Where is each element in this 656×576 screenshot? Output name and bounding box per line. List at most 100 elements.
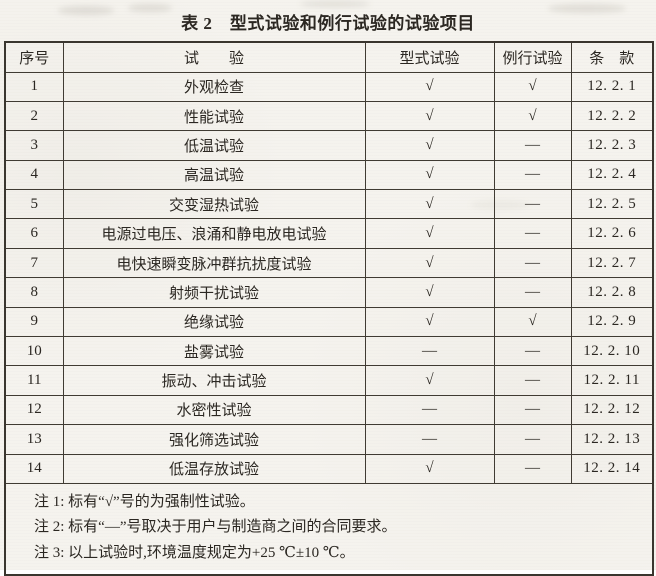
cell-no: 7 bbox=[4, 247, 64, 279]
cell-clause: 12. 2. 1 bbox=[570, 71, 654, 102]
header-routine-test: 例行试验 bbox=[493, 41, 572, 73]
cell-test: 性能试验 bbox=[62, 100, 366, 132]
table-row: 4 高温试验 √ — 12. 2. 4 bbox=[4, 159, 654, 191]
cell-test: 低温存放试验 bbox=[62, 453, 366, 484]
table-row: 10 盐雾试验 — — 12. 2. 10 bbox=[4, 336, 654, 367]
cell-type-test: √ bbox=[364, 453, 495, 484]
cell-routine-test: — bbox=[493, 394, 572, 426]
note-line: 注 3: 以上试验时,环境温度规定为+25 ℃±10 ℃。 bbox=[34, 544, 355, 561]
scan-artifact bbox=[548, 4, 626, 13]
cell-test: 射频干扰试验 bbox=[62, 277, 366, 308]
cell-routine-test: — bbox=[493, 424, 572, 455]
cell-type-test: — bbox=[364, 424, 495, 455]
cell-no: 14 bbox=[4, 453, 64, 484]
test-items-table: 序号 试 验 型式试验 例行试验 条 款 1 外观检查 √ √ 12. 2. 1… bbox=[4, 41, 654, 576]
cell-clause: 12. 2. 2 bbox=[570, 100, 654, 132]
cell-type-test: √ bbox=[364, 189, 495, 220]
table-row: 13 强化筛选试验 — — 12. 2. 13 bbox=[4, 424, 654, 455]
cell-type-test: √ bbox=[364, 71, 495, 102]
cell-routine-test: — bbox=[493, 218, 572, 249]
cell-no: 5 bbox=[4, 189, 64, 220]
cell-test: 盐雾试验 bbox=[62, 336, 366, 367]
cell-no: 10 bbox=[4, 336, 64, 367]
cell-clause: 12. 2. 14 bbox=[570, 453, 654, 484]
header-type-test: 型式试验 bbox=[364, 41, 495, 73]
table-notes: 注 1: 标有“√”号的为强制性试验。 注 2: 标有“—”号取决于用户与制造商… bbox=[4, 482, 654, 576]
cell-type-test: √ bbox=[364, 365, 495, 396]
table-row: 6 电源过电压、浪涌和静电放电试验 √ — 12. 2. 6 bbox=[4, 218, 654, 249]
cell-clause: 12. 2. 7 bbox=[570, 247, 654, 279]
cell-routine-test: — bbox=[493, 453, 572, 484]
cell-type-test: √ bbox=[364, 306, 495, 338]
cell-clause: 12. 2. 9 bbox=[570, 306, 654, 338]
cell-clause: 12. 2. 12 bbox=[570, 394, 654, 426]
cell-test: 强化筛选试验 bbox=[62, 424, 366, 455]
cell-type-test: — bbox=[364, 394, 495, 426]
cell-type-test: √ bbox=[364, 159, 495, 191]
cell-type-test: √ bbox=[364, 130, 495, 161]
table-row: 14 低温存放试验 √ — 12. 2. 14 bbox=[4, 453, 654, 484]
header-row: 序号 试 验 型式试验 例行试验 条 款 bbox=[4, 41, 654, 73]
table-row: 3 低温试验 √ — 12. 2. 3 bbox=[4, 130, 654, 161]
cell-routine-test: — bbox=[493, 277, 572, 308]
cell-no: 11 bbox=[4, 365, 64, 396]
cell-clause: 12. 2. 8 bbox=[570, 277, 654, 308]
cell-clause: 12. 2. 6 bbox=[570, 218, 654, 249]
note-line: 注 2: 标有“—”号取决于用户与制造商之间的合同要求。 bbox=[34, 519, 397, 536]
cell-test: 外观检查 bbox=[62, 71, 366, 102]
cell-routine-test: √ bbox=[493, 71, 572, 102]
cell-routine-test: √ bbox=[493, 306, 572, 338]
cell-no: 1 bbox=[4, 71, 64, 102]
cell-test: 低温试验 bbox=[62, 130, 366, 161]
cell-clause: 12. 2. 4 bbox=[570, 159, 654, 191]
table-row: 5 交变湿热试验 √ — 12. 2. 5 bbox=[4, 189, 654, 220]
cell-clause: 12. 2. 5 bbox=[570, 189, 654, 220]
scan-artifact bbox=[58, 6, 114, 15]
cell-no: 13 bbox=[4, 424, 64, 455]
cell-test: 水密性试验 bbox=[62, 394, 366, 426]
cell-type-test: — bbox=[364, 336, 495, 367]
cell-type-test: √ bbox=[364, 277, 495, 308]
cell-routine-test: — bbox=[493, 189, 572, 220]
cell-routine-test: — bbox=[493, 365, 572, 396]
table-row: 8 射频干扰试验 √ — 12. 2. 8 bbox=[4, 277, 654, 308]
header-test: 试 验 bbox=[62, 41, 366, 73]
table-row: 1 外观检查 √ √ 12. 2. 1 bbox=[4, 71, 654, 102]
cell-clause: 12. 2. 10 bbox=[570, 336, 654, 367]
cell-routine-test: — bbox=[493, 336, 572, 367]
cell-no: 2 bbox=[4, 100, 64, 132]
header-no: 序号 bbox=[4, 41, 64, 73]
cell-routine-test: √ bbox=[493, 100, 572, 132]
cell-no: 8 bbox=[4, 277, 64, 308]
scan-artifact bbox=[128, 4, 172, 12]
cell-test: 高温试验 bbox=[62, 159, 366, 191]
cell-clause: 12. 2. 11 bbox=[570, 365, 654, 396]
cell-no: 12 bbox=[4, 394, 64, 426]
cell-test: 电源过电压、浪涌和静电放电试验 bbox=[62, 218, 366, 249]
table-row: 2 性能试验 √ √ 12. 2. 2 bbox=[4, 100, 654, 132]
cell-no: 3 bbox=[4, 130, 64, 161]
page-title: 表 2 型式试验和例行试验的试验项目 bbox=[181, 14, 475, 33]
cell-clause: 12. 2. 13 bbox=[570, 424, 654, 455]
table-row: 11 振动、冲击试验 √ — 12. 2. 11 bbox=[4, 365, 654, 396]
notes-row: 注 1: 标有“√”号的为强制性试验。 注 2: 标有“—”号取决于用户与制造商… bbox=[4, 482, 654, 576]
cell-type-test: √ bbox=[364, 218, 495, 249]
cell-test: 电快速瞬变脉冲群抗扰度试验 bbox=[62, 247, 366, 279]
cell-routine-test: — bbox=[493, 159, 572, 191]
note-line: 注 1: 标有“√”号的为强制性试验。 bbox=[34, 493, 255, 510]
header-clause: 条 款 bbox=[570, 41, 654, 73]
cell-test: 交变湿热试验 bbox=[62, 189, 366, 220]
cell-no: 9 bbox=[4, 306, 64, 338]
cell-no: 6 bbox=[4, 218, 64, 249]
table-row: 9 绝缘试验 √ √ 12. 2. 9 bbox=[4, 306, 654, 338]
cell-no: 4 bbox=[4, 159, 64, 191]
cell-test: 振动、冲击试验 bbox=[62, 365, 366, 396]
cell-type-test: √ bbox=[364, 247, 495, 279]
table-row: 7 电快速瞬变脉冲群抗扰度试验 √ — 12. 2. 7 bbox=[4, 247, 654, 279]
scan-artifact bbox=[300, 1, 370, 7]
cell-test: 绝缘试验 bbox=[62, 306, 366, 338]
cell-clause: 12. 2. 3 bbox=[570, 130, 654, 161]
table-row: 12 水密性试验 — — 12. 2. 12 bbox=[4, 394, 654, 426]
cell-type-test: √ bbox=[364, 100, 495, 132]
